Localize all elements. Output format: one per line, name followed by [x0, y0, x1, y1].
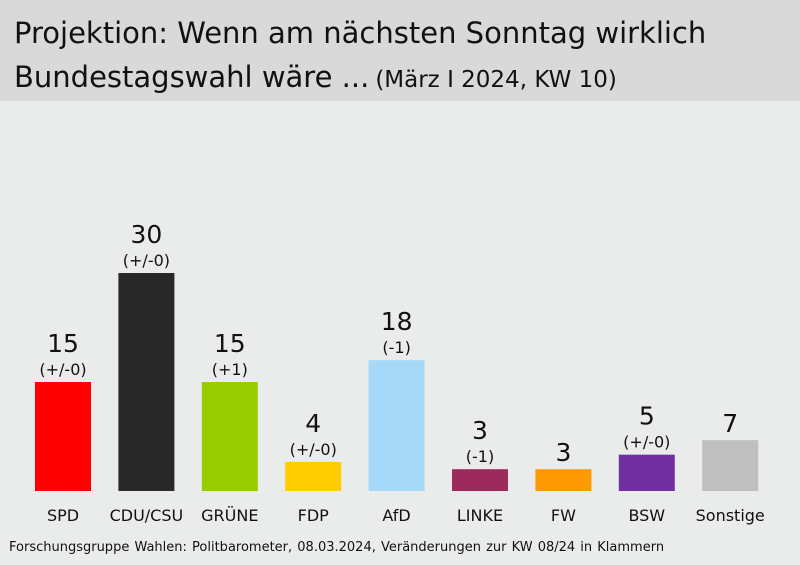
- change-label-bsw: (+/-0): [623, 433, 670, 452]
- value-label-fw: 3: [555, 438, 571, 467]
- category-label-fw: FW: [551, 506, 576, 525]
- category-label-linke: LINKE: [457, 506, 503, 525]
- category-label-grüne: GRÜNE: [201, 506, 258, 525]
- bar-fdp: [285, 461, 342, 491]
- value-label-grüne: 15: [214, 329, 246, 358]
- change-label-linke: (-1): [466, 447, 494, 466]
- value-label-fdp: 4: [305, 409, 321, 438]
- value-label-bsw: 5: [639, 402, 655, 431]
- chart-title-line-2: Bundestagswahl wäre ... (März I 2024, KW …: [14, 60, 617, 94]
- bar-fw: [535, 469, 592, 491]
- header-bar: Projektion: Wenn am nächsten Sonntag wir…: [0, 0, 800, 101]
- value-label-cdu-csu: 30: [130, 220, 162, 249]
- source-footnote: Forschungsgruppe Wahlen: Politbarometer,…: [9, 540, 665, 555]
- value-label-sonstige: 7: [722, 409, 738, 438]
- bar-spd: [35, 382, 91, 491]
- category-label-afd: AfD: [382, 506, 410, 525]
- bar-grüne: [201, 382, 258, 491]
- change-label-fdp: (+/-0): [290, 440, 337, 459]
- bar-afd: [368, 360, 425, 491]
- bar-sonstige: [702, 440, 759, 491]
- value-label-linke: 3: [472, 416, 488, 445]
- bar-chart: (+/-0) 15 SPD (+/-0) 30 CDU/CSU (+1) 15 GRÜNE (+/…: [35, 220, 765, 525]
- change-label-grüne: (+1): [212, 360, 248, 379]
- chart-title-text: Bundestagswahl wäre ...: [14, 60, 370, 94]
- category-label-cdu-csu: CDU/CSU: [110, 506, 184, 525]
- category-label-bsw: BSW: [628, 506, 665, 525]
- value-label-afd: 18: [381, 307, 413, 336]
- category-label-fdp: FDP: [298, 506, 330, 525]
- change-label-cdu-csu: (+/-0): [123, 251, 170, 270]
- change-label-spd: (+/-0): [39, 360, 86, 379]
- category-label-sonstige: Sonstige: [696, 506, 765, 525]
- bar-linke: [452, 469, 508, 491]
- chart-title-line-1: Projektion: Wenn am nächsten Sonntag wir…: [14, 16, 707, 50]
- value-label-spd: 15: [47, 329, 79, 358]
- bar-cdu-csu: [118, 273, 175, 491]
- category-label-spd: SPD: [47, 506, 79, 525]
- change-label-afd: (-1): [382, 338, 410, 357]
- bar-bsw: [618, 454, 675, 491]
- chart-subtitle: (März I 2024, KW 10): [375, 67, 617, 93]
